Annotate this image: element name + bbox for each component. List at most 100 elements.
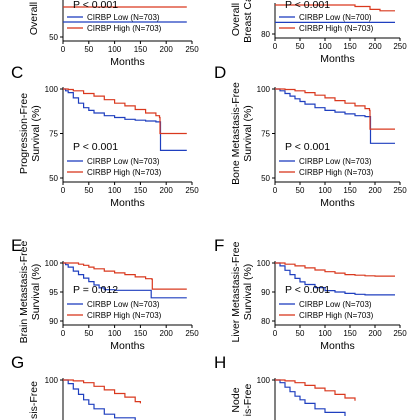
x-axis-label: Months	[320, 53, 354, 65]
x-axis-label: Months	[110, 197, 144, 209]
y-tick-label: 80	[261, 30, 270, 39]
y-axis-label: Progression-Free	[18, 93, 30, 174]
y-tick-label: 100	[45, 85, 59, 94]
panel-h: H 100 Node is-Free	[214, 353, 356, 420]
survival-curve-low	[275, 379, 346, 416]
y-tick-label: 90	[49, 317, 58, 326]
x-tick-label: 250	[185, 186, 199, 195]
legend-label: CIRBP Low (N=703)	[299, 300, 372, 309]
x-tick-label: 150	[134, 45, 148, 54]
legend-label: CIRBP High (N=703)	[87, 311, 162, 320]
x-tick-label: 250	[185, 45, 199, 54]
p-value: P < 0.001	[285, 0, 330, 11]
survival-curve-high	[275, 88, 395, 130]
y-axis-label: Liver Metastasis-Free	[230, 241, 242, 342]
survival-curve-high	[63, 262, 187, 290]
y-tick-label: 80	[261, 317, 270, 326]
y-tick-label: 75	[49, 130, 58, 139]
y-axis-label: Overall	[230, 3, 242, 36]
x-tick-label: 150	[134, 186, 148, 195]
x-tick-label: 0	[273, 186, 278, 195]
panel-label: E	[11, 236, 22, 255]
y-axis-label: Node	[230, 387, 242, 412]
x-axis-label: Months	[110, 340, 144, 352]
x-tick-label: 200	[160, 329, 174, 338]
legend-label: CIRBP High (N=703)	[299, 168, 374, 177]
x-tick-label: 0	[61, 186, 66, 195]
y-axis-label-2: is-Free	[242, 384, 254, 417]
panel-b: 800 50 100 150 200 250 Months Overall Breast Ca P…	[230, 0, 407, 65]
x-tick-label: 200	[368, 329, 382, 338]
panel-g: G 100 sis-Free	[11, 353, 141, 420]
survival-curve-low	[275, 88, 395, 144]
y-axis-label-2: Survival (%)	[30, 105, 42, 162]
legend-label: CIRBP Low (N=703)	[87, 13, 160, 22]
panel-label: H	[214, 353, 226, 372]
x-tick-label: 50	[296, 42, 305, 51]
y-tick-label: 75	[261, 130, 270, 139]
x-tick-label: 50	[84, 45, 93, 54]
legend-label: CIRBP High (N=703)	[87, 24, 162, 33]
x-tick-label: 150	[343, 186, 357, 195]
x-tick-label: 100	[108, 329, 122, 338]
p-value: P < 0.001	[285, 141, 330, 153]
legend-label: CIRBP Low (N=703)	[87, 157, 160, 166]
x-tick-label: 100	[318, 186, 332, 195]
y-axis-label: Bone Metastasis-Free	[230, 82, 242, 185]
x-tick-label: 200	[368, 42, 382, 51]
survival-curve-high	[63, 379, 141, 404]
x-tick-label: 150	[343, 42, 357, 51]
y-axis-label-2: Survival (%)	[30, 264, 42, 321]
y-tick-label: 95	[49, 288, 58, 297]
survival-curve-low	[275, 262, 395, 296]
panel-label: G	[11, 353, 24, 372]
x-tick-label: 250	[185, 329, 199, 338]
survival-curve-high	[275, 4, 395, 12]
y-tick-label: 100	[257, 259, 271, 268]
y-tick-label: 100	[45, 376, 59, 385]
x-tick-label: 100	[318, 329, 332, 338]
legend-label: CIRBP High (N=703)	[299, 24, 374, 33]
survival-curve-low	[63, 379, 136, 420]
x-tick-label: 50	[84, 329, 93, 338]
p-value: P = 0.012	[73, 284, 118, 296]
x-axis-label: Months	[110, 56, 144, 68]
x-tick-label: 50	[84, 186, 93, 195]
x-tick-label: 250	[393, 329, 407, 338]
x-tick-label: 200	[368, 186, 382, 195]
x-tick-label: 0	[61, 329, 66, 338]
y-tick-label: 50	[49, 174, 58, 183]
x-tick-label: 50	[296, 186, 305, 195]
p-value: P < 0.001	[285, 284, 330, 296]
p-value: P < 0.001	[73, 0, 118, 11]
survival-curve-low	[63, 262, 187, 299]
x-tick-label: 0	[273, 42, 278, 51]
x-tick-label: 100	[318, 42, 332, 51]
legend-label: CIRBP High (N=703)	[299, 311, 374, 320]
survival-curve-low	[63, 88, 187, 151]
x-tick-label: 0	[61, 45, 66, 54]
y-tick-label: 50	[261, 174, 270, 183]
p-value: P < 0.001	[73, 141, 118, 153]
y-axis-label: Brain Metastasis-Free	[18, 240, 30, 343]
panel-label: F	[214, 236, 224, 255]
x-tick-label: 150	[343, 329, 357, 338]
x-axis-label: Months	[320, 197, 354, 209]
legend-label: CIRBP Low (N=703)	[87, 300, 160, 309]
x-tick-label: 250	[393, 186, 407, 195]
survival-curve-high	[275, 262, 395, 277]
panel-label: C	[11, 63, 23, 82]
y-axis-label-2: Survival (%)	[242, 264, 254, 321]
legend-label: CIRBP High (N=703)	[87, 168, 162, 177]
x-tick-label: 100	[108, 186, 122, 195]
x-tick-label: 250	[393, 42, 407, 51]
survival-curve-high	[275, 379, 356, 401]
y-axis-label: sis-Free	[28, 381, 40, 419]
x-tick-label: 100	[108, 45, 122, 54]
x-tick-label: 150	[134, 329, 148, 338]
y-axis-label-2: Breast Ca	[242, 0, 254, 43]
